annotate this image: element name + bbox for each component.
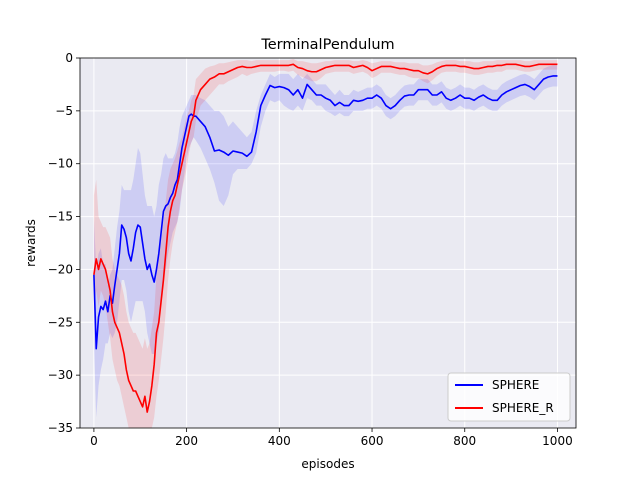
axes-frame	[79, 57, 577, 429]
y-axis-ticks: 0 −5 −10 −15 −20 −25 −30 −35	[48, 51, 80, 435]
x-tick-label-4: 800	[453, 434, 476, 448]
y-tick-label-0: 0	[65, 51, 73, 65]
x-tick-label-5: 1000	[542, 434, 573, 448]
band-sphere-r	[93, 59, 558, 429]
y-tick-label-5: −25	[48, 315, 73, 329]
y-tick-label-1: −5	[55, 104, 73, 118]
legend: SPHERE SPHERE_R	[447, 372, 571, 422]
legend-label-sphere: SPHERE	[492, 378, 539, 392]
band-sphere	[93, 65, 558, 418]
confidence-bands	[93, 59, 558, 429]
x-tick-label-0: 0	[90, 434, 98, 448]
series-line-sphere	[93, 75, 558, 350]
y-tick-label-3: −15	[48, 210, 73, 224]
plot-area	[80, 58, 576, 428]
x-axis-label: episodes	[301, 457, 354, 471]
axes	[79, 57, 577, 429]
y-tick-label-6: −30	[48, 368, 73, 382]
y-tick-label-4: −20	[48, 262, 73, 276]
x-axis-ticks: 0 200 400 600 800 1000	[90, 428, 573, 448]
legend-label-sphere-r: SPHERE_R	[492, 401, 554, 415]
x-tick-label-1: 200	[175, 434, 198, 448]
x-tick-label-2: 400	[268, 434, 291, 448]
series-line-sphere-r	[93, 63, 558, 413]
series-lines	[93, 63, 558, 413]
y-axis-label: rewards	[24, 219, 38, 267]
x-tick-label-3: 600	[361, 434, 384, 448]
y-tick-label-2: −10	[48, 157, 73, 171]
chart-title: TerminalPendulum	[260, 37, 394, 53]
y-tick-label-7: −35	[48, 421, 73, 435]
